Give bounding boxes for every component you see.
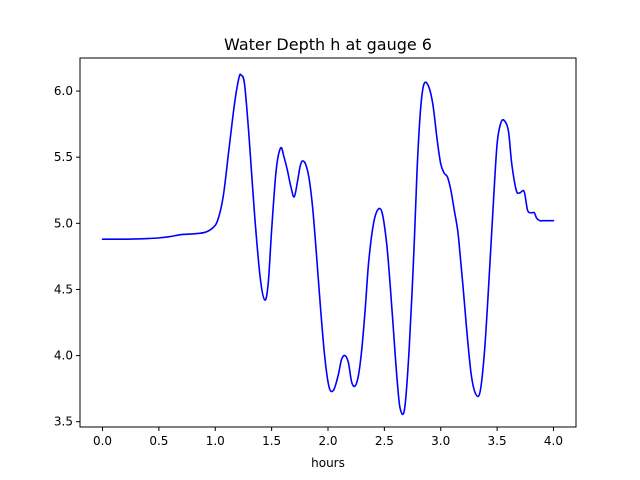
x-tick-label: 0.0 — [93, 434, 112, 448]
y-tick-label: 4.5 — [54, 282, 73, 296]
chart-title: Water Depth h at gauge 6 — [224, 35, 432, 54]
x-tick-label: 3.0 — [431, 434, 450, 448]
y-axis: 3.5 4.0 4.5 5.0 5.5 6.0 — [54, 84, 80, 429]
y-tick-label: 5.5 — [54, 150, 73, 164]
x-axis-label: hours — [311, 456, 345, 470]
plot-frame — [79, 57, 577, 428]
x-axis: 0.0 0.5 1.0 1.5 2.0 2.5 3.0 3.5 4.0 — [93, 427, 563, 448]
y-tick-label: 4.0 — [54, 349, 73, 363]
x-tick-label: 4.0 — [544, 434, 563, 448]
y-tick-label: 5.0 — [54, 216, 73, 230]
y-tick-label: 6.0 — [54, 84, 73, 98]
x-tick-label: 1.5 — [262, 434, 281, 448]
series-layer — [101, 73, 555, 416]
series-line — [101, 73, 555, 416]
y-tick-label: 3.5 — [54, 415, 73, 429]
x-tick-label: 1.0 — [206, 434, 225, 448]
x-tick-label: 2.5 — [375, 434, 394, 448]
plot-area: 0.0 0.5 1.0 1.5 2.0 2.5 3.0 3.5 4.0 3.5 4.0 4.5 5.0… — [54, 57, 577, 448]
x-tick-label: 3.5 — [488, 434, 507, 448]
x-tick-label: 2.0 — [318, 434, 337, 448]
x-tick-label: 0.5 — [149, 434, 168, 448]
